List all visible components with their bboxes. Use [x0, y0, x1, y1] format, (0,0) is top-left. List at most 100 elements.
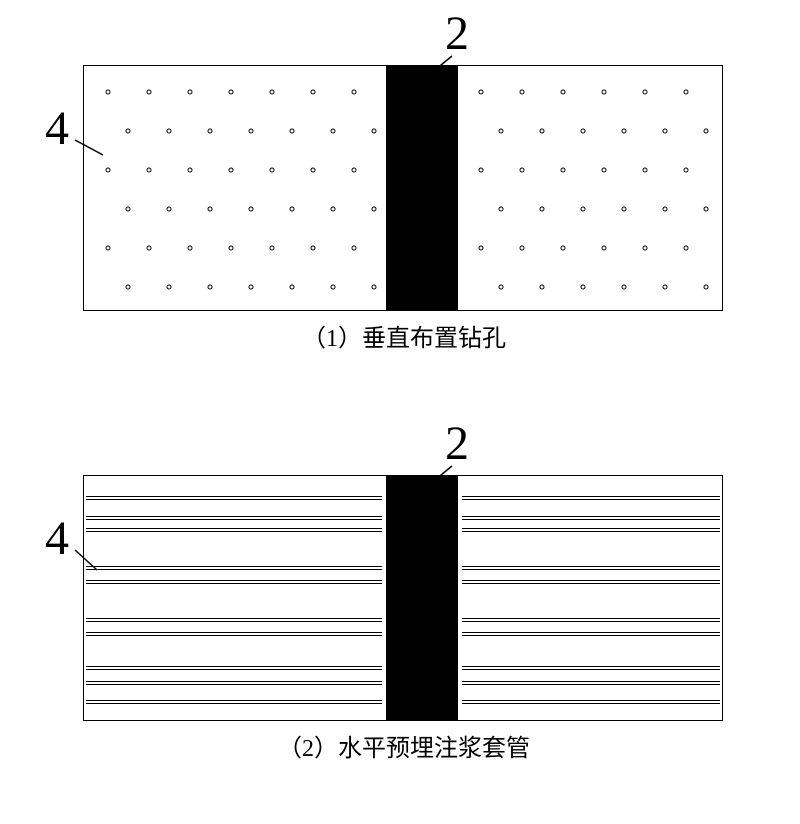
drill-hole [663, 129, 668, 134]
drill-hole [622, 207, 627, 212]
drill-hole [704, 207, 709, 212]
drill-hole [561, 90, 566, 95]
grouting-sleeve [86, 566, 382, 570]
drill-hole [372, 129, 377, 134]
drill-hole [581, 207, 586, 212]
drill-hole [520, 90, 525, 95]
drill-hole [290, 207, 295, 212]
grouting-sleeve [86, 618, 382, 622]
drill-hole [372, 207, 377, 212]
grouting-sleeve [462, 528, 720, 532]
drill-hole [352, 90, 357, 95]
drill-hole [229, 90, 234, 95]
drill-hole [602, 168, 607, 173]
fig1-center-bar [386, 66, 458, 310]
grouting-sleeve [86, 516, 382, 520]
drill-hole [229, 168, 234, 173]
drill-hole [520, 246, 525, 251]
fig1-caption: （1）垂直布置钻孔 [45, 318, 763, 353]
drill-hole [188, 246, 193, 251]
drill-hole [622, 285, 627, 290]
drill-hole [270, 168, 275, 173]
drill-hole [561, 168, 566, 173]
drill-hole [479, 90, 484, 95]
drill-hole [249, 129, 254, 134]
drill-hole [622, 129, 627, 134]
drill-hole [208, 129, 213, 134]
drill-hole [167, 129, 172, 134]
grouting-sleeve [462, 516, 720, 520]
drill-hole [311, 90, 316, 95]
drill-hole [663, 285, 668, 290]
drill-hole [581, 129, 586, 134]
fig2-panel [83, 475, 723, 721]
drill-hole [106, 246, 111, 251]
drill-hole [499, 207, 504, 212]
drill-hole [581, 285, 586, 290]
drill-hole [684, 90, 689, 95]
drill-hole [249, 207, 254, 212]
grouting-sleeve [86, 700, 382, 704]
drill-hole [147, 168, 152, 173]
drill-hole [106, 90, 111, 95]
grouting-sleeve [462, 580, 720, 584]
drill-hole [270, 246, 275, 251]
drill-hole [561, 246, 566, 251]
drill-hole [540, 285, 545, 290]
grouting-sleeve [462, 700, 720, 704]
fig1-panel [83, 65, 723, 311]
drill-hole [331, 207, 336, 212]
drill-hole [479, 246, 484, 251]
drill-hole [499, 285, 504, 290]
drill-hole [167, 207, 172, 212]
fig2-leader-4 [45, 420, 46, 421]
drill-hole [126, 285, 131, 290]
grouting-sleeve [462, 632, 720, 636]
grouting-sleeve [462, 666, 720, 670]
drill-hole [147, 246, 152, 251]
drill-hole [704, 285, 709, 290]
drill-hole [540, 129, 545, 134]
drill-hole [602, 90, 607, 95]
fig2-callout-2: 2 [445, 420, 469, 468]
drill-hole [704, 129, 709, 134]
grouting-sleeve [86, 632, 382, 636]
figure-2: 2 4 （2）水平预埋注浆套管 [45, 420, 763, 800]
drill-hole [188, 90, 193, 95]
drill-hole [331, 129, 336, 134]
fig1-leader-4 [45, 10, 46, 11]
drill-hole [311, 168, 316, 173]
grouting-sleeve [462, 566, 720, 570]
grouting-sleeve [86, 681, 382, 685]
grouting-sleeve [86, 666, 382, 670]
grouting-sleeve [462, 618, 720, 622]
grouting-sleeve [462, 681, 720, 685]
drill-hole [249, 285, 254, 290]
drill-hole [229, 246, 234, 251]
drill-hole [167, 285, 172, 290]
drill-hole [520, 168, 525, 173]
fig1-callout-4: 4 [45, 105, 69, 153]
drill-hole [147, 90, 152, 95]
drill-hole [126, 207, 131, 212]
drill-hole [602, 246, 607, 251]
fig2-center-bar [386, 476, 458, 720]
fig2-caption: （2）水平预埋注浆套管 [45, 728, 763, 763]
drill-hole [540, 207, 545, 212]
drill-hole [643, 246, 648, 251]
fig1-callout-2: 2 [445, 10, 469, 58]
drill-hole [290, 129, 295, 134]
grouting-sleeve [86, 580, 382, 584]
drill-hole [106, 168, 111, 173]
grouting-sleeve [86, 496, 382, 500]
drill-hole [352, 168, 357, 173]
grouting-sleeve [462, 496, 720, 500]
grouting-sleeve [86, 528, 382, 532]
drill-hole [372, 285, 377, 290]
drill-hole [352, 246, 357, 251]
drill-hole [208, 285, 213, 290]
figure-1: 2 4 （1）垂直布置钻孔 [45, 10, 763, 360]
drill-hole [684, 168, 689, 173]
drill-hole [126, 129, 131, 134]
drill-hole [684, 246, 689, 251]
